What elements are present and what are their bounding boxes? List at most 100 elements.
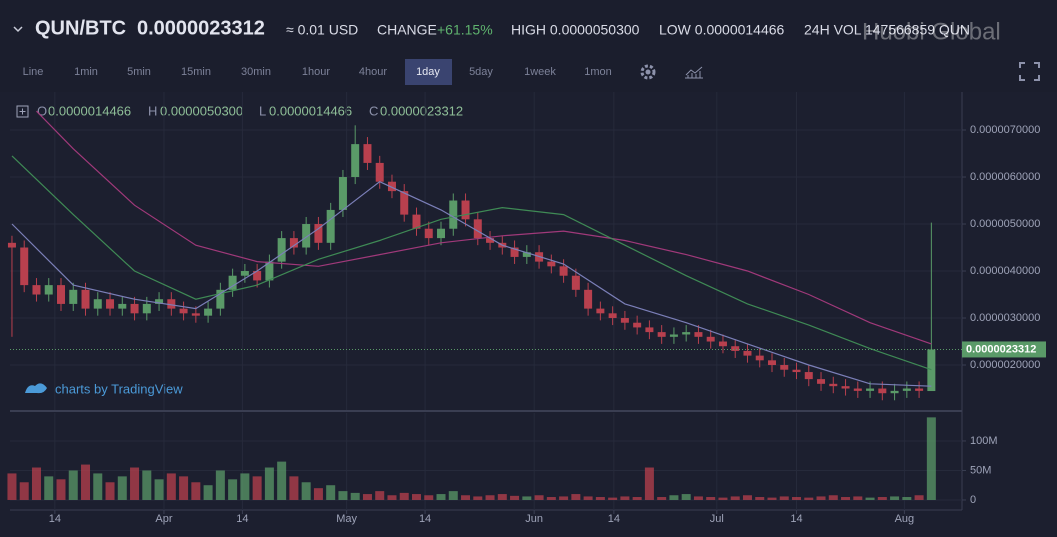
candle-body [191, 313, 200, 316]
legend-toggle[interactable] [16, 105, 29, 118]
volume-bar [779, 496, 789, 500]
interval-button[interactable]: 1mon [584, 66, 612, 78]
interval-button[interactable]: 5min [127, 66, 151, 78]
candle-body [669, 334, 678, 337]
volume-bar [669, 495, 679, 500]
volume-bar [203, 485, 213, 500]
volume-bar [228, 479, 238, 500]
volume-bar [44, 476, 54, 500]
volume-bar [644, 467, 654, 500]
candle-body [228, 275, 237, 290]
candle-body [93, 299, 102, 309]
candle-body [277, 238, 286, 262]
volume-bar [411, 494, 421, 500]
candle-body [56, 285, 65, 304]
candle-body [559, 266, 568, 276]
volume-bar [595, 497, 605, 500]
interval-button[interactable]: Line [23, 66, 44, 78]
candle-body [265, 261, 274, 281]
candle-body [363, 144, 372, 163]
candle-body [915, 388, 924, 391]
volume-bar [264, 467, 274, 500]
volume-bar [289, 476, 299, 500]
watermark: Huobi Global [862, 18, 1001, 45]
moving-average [36, 110, 932, 345]
volume-bar [387, 495, 397, 500]
interval-button[interactable]: 1week [524, 66, 556, 78]
pair-dropdown[interactable] [13, 26, 23, 33]
volume-bar [755, 497, 765, 500]
volume-bar [583, 496, 593, 500]
candle-body [302, 224, 311, 248]
volume-bar [154, 479, 164, 500]
candle-body [473, 219, 482, 239]
candle-body [437, 228, 446, 239]
interval-button[interactable]: 1hour [302, 66, 330, 78]
candle-body [314, 224, 323, 243]
low: LOW 0.0000014466 [659, 22, 785, 38]
volume-bar [130, 467, 140, 500]
candle-body [694, 332, 703, 337]
volume-bar [914, 495, 924, 500]
interval-button[interactable]: 1min [74, 66, 98, 78]
candle-body [32, 285, 41, 295]
candle-body [449, 200, 458, 229]
volume-bar [461, 495, 471, 500]
y-tick-label: 0.0000020000 [970, 359, 1040, 371]
volume-bar [252, 476, 262, 500]
volume-bar [117, 476, 127, 500]
candle-body [571, 275, 580, 290]
candle-body [841, 386, 850, 389]
interval-button[interactable]: 1day [416, 66, 440, 78]
y-tick-label: 100M [970, 435, 998, 447]
interval-button[interactable]: 5day [469, 66, 493, 78]
candle-body [767, 360, 776, 366]
interval-button[interactable]: 15min [181, 66, 211, 78]
interval-button[interactable]: 4hour [359, 66, 387, 78]
pair[interactable]: QUN/BTC [35, 17, 126, 39]
volume-bar [902, 497, 912, 500]
volume-bar [326, 485, 336, 500]
volume-bar [68, 470, 78, 500]
high: HIGH 0.0000050300 [511, 22, 640, 38]
fullscreen-icon[interactable] [1019, 62, 1040, 81]
candle-body [608, 313, 617, 319]
volume-bar [436, 494, 446, 500]
volume-bar [559, 496, 569, 500]
volume-bar [742, 495, 752, 500]
candle-body [289, 238, 298, 248]
y-tick-label: 0.0000070000 [970, 124, 1040, 136]
volume-bar [362, 494, 372, 500]
indicators-icon[interactable] [685, 66, 703, 79]
interval-button[interactable]: 30min [241, 66, 271, 78]
candle-body [620, 318, 629, 323]
candle-body [902, 388, 911, 391]
change: +61.15% [437, 22, 493, 38]
candle-body [7, 242, 16, 248]
x-tick-label: Aug [895, 513, 915, 525]
volume-bar [620, 496, 630, 500]
candle-body [338, 177, 347, 210]
settings-icon[interactable] [640, 64, 656, 80]
candle-body [792, 369, 801, 373]
candle-body [204, 308, 213, 316]
y-tick-label: 0 [970, 494, 976, 506]
candle-body [706, 336, 715, 342]
candle-body [731, 346, 740, 351]
legend-c-label: C [369, 103, 378, 118]
volume-bar [497, 494, 507, 500]
x-tick-label: 14 [790, 513, 802, 525]
volume-bar [105, 482, 115, 500]
x-tick-label: 14 [419, 513, 431, 525]
candle-body [461, 200, 470, 220]
volume-bar [522, 496, 532, 500]
x-tick-label: Jul [710, 513, 724, 525]
candle-body [130, 303, 139, 314]
candle-body [253, 271, 262, 281]
branding[interactable]: charts by TradingView [55, 381, 183, 396]
volume-bar [510, 495, 520, 500]
legend-toggle-plus [19, 108, 26, 115]
volume-bar [571, 494, 581, 500]
volume-bar [375, 491, 385, 500]
